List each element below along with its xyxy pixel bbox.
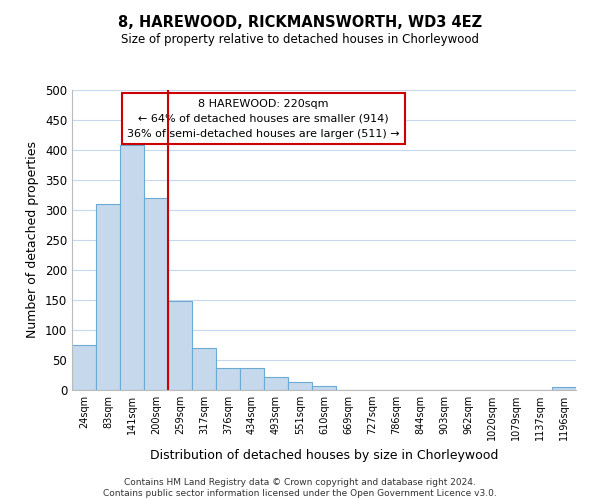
- Bar: [552, 387, 576, 390]
- Bar: [96, 204, 120, 390]
- Bar: [216, 368, 240, 390]
- Text: Contains HM Land Registry data © Crown copyright and database right 2024.
Contai: Contains HM Land Registry data © Crown c…: [103, 478, 497, 498]
- Bar: [240, 368, 264, 390]
- Y-axis label: Number of detached properties: Number of detached properties: [26, 142, 40, 338]
- Text: 8 HAREWOOD: 220sqm
← 64% of detached houses are smaller (914)
36% of semi-detach: 8 HAREWOOD: 220sqm ← 64% of detached hou…: [127, 99, 400, 138]
- Text: 8, HAREWOOD, RICKMANSWORTH, WD3 4EZ: 8, HAREWOOD, RICKMANSWORTH, WD3 4EZ: [118, 15, 482, 30]
- Bar: [168, 301, 192, 390]
- Bar: [288, 382, 312, 390]
- Bar: [72, 345, 96, 390]
- Bar: [144, 198, 168, 390]
- Bar: [264, 377, 288, 390]
- Text: Size of property relative to detached houses in Chorleywood: Size of property relative to detached ho…: [121, 32, 479, 46]
- Bar: [192, 348, 216, 390]
- Bar: [120, 145, 144, 390]
- X-axis label: Distribution of detached houses by size in Chorleywood: Distribution of detached houses by size …: [150, 448, 498, 462]
- Bar: [312, 386, 336, 390]
